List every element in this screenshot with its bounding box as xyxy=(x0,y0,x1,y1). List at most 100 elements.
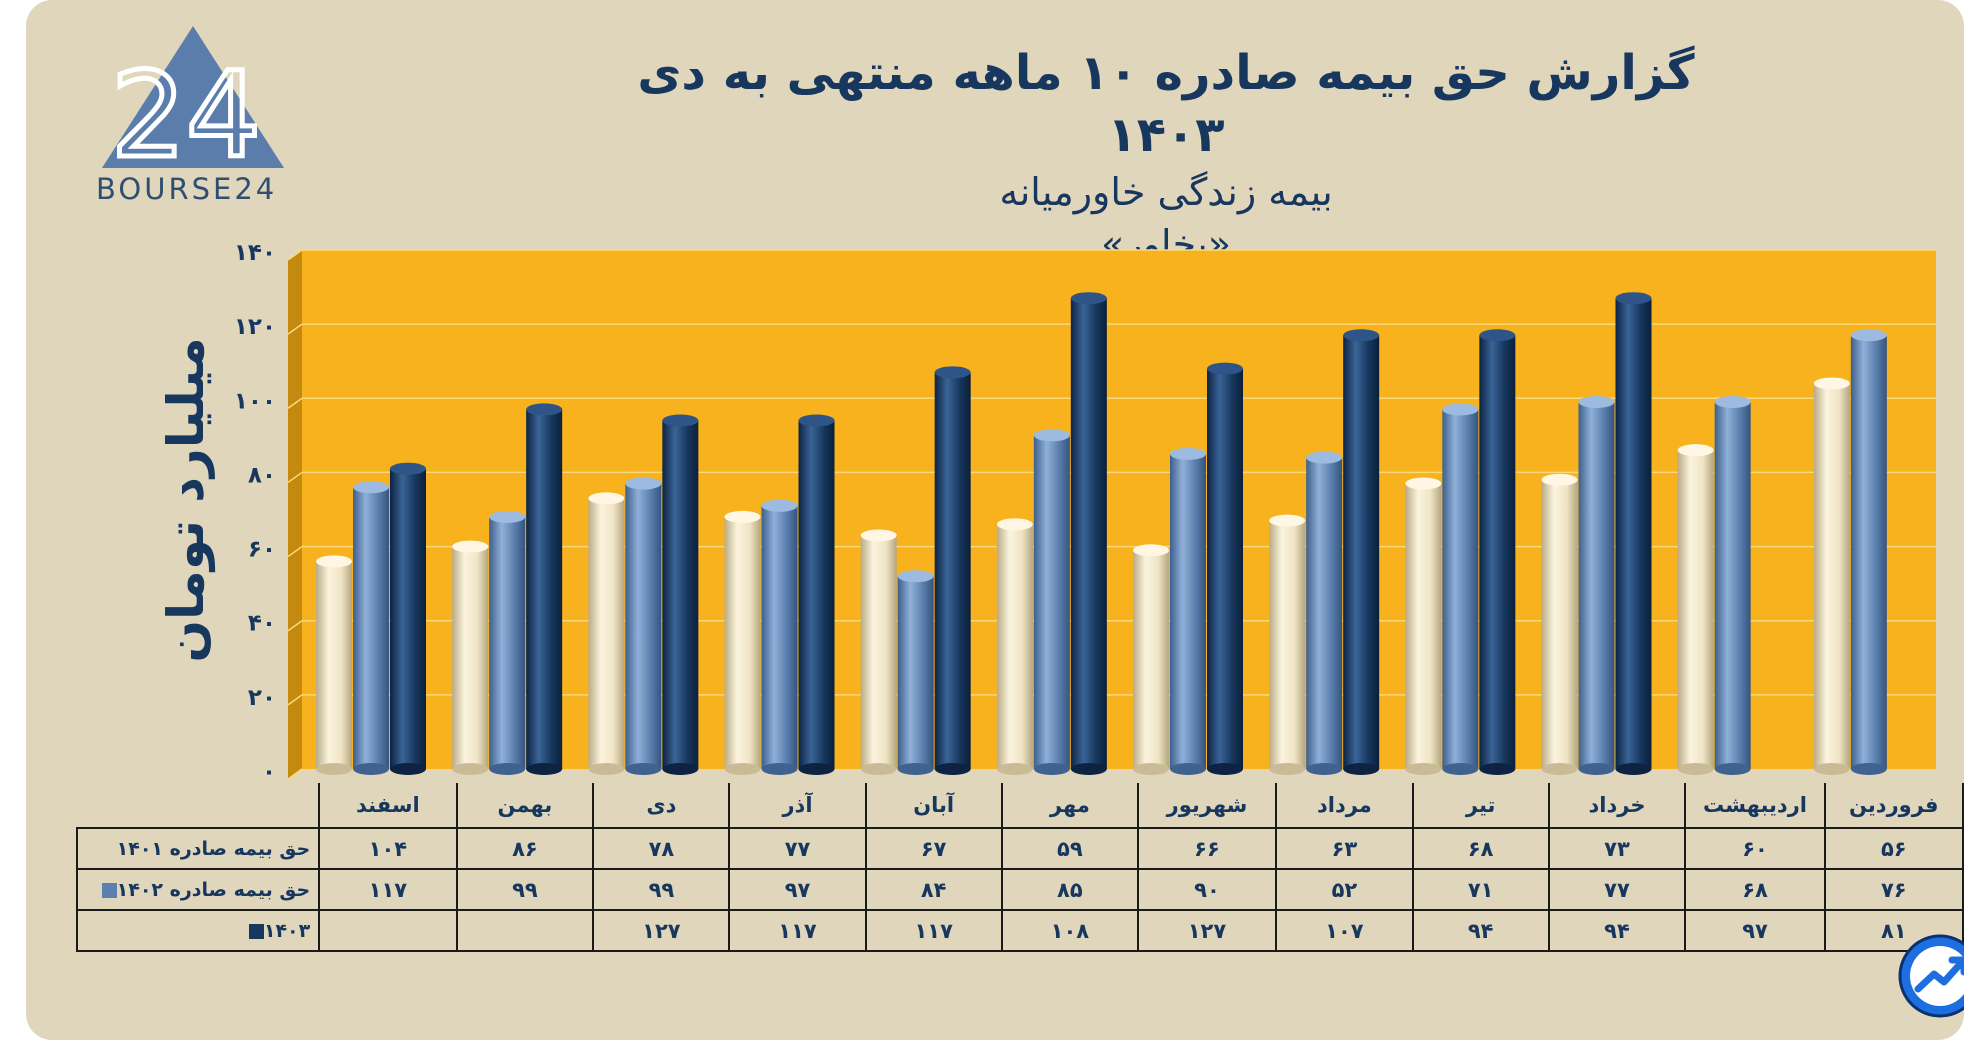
bar-body xyxy=(1306,457,1343,769)
bar-base xyxy=(860,763,897,775)
bar xyxy=(1541,473,1578,775)
bar-base xyxy=(1405,763,1442,775)
bar-body xyxy=(452,546,489,769)
y-tick-label: ۶۰ xyxy=(248,537,276,563)
bar-base xyxy=(1479,763,1516,775)
bar xyxy=(1405,477,1442,775)
bar-body xyxy=(353,487,389,769)
table-cell: ۹۴ xyxy=(1547,909,1687,952)
table-cell: ۱۱۷ xyxy=(318,868,458,911)
table-month-header: آذر xyxy=(728,783,867,829)
bar-cap xyxy=(390,462,426,475)
bar-base xyxy=(316,763,352,775)
table-month-header: فروردین xyxy=(1823,783,1964,829)
bar-base xyxy=(1615,763,1652,775)
bar xyxy=(1133,544,1169,775)
bar-base xyxy=(625,763,662,775)
table-cell: ۷۷ xyxy=(728,827,867,870)
logo-mark: 24 xyxy=(111,46,261,184)
bar-base xyxy=(588,763,625,775)
bar-cap xyxy=(1479,329,1516,342)
table-month-header: مرداد xyxy=(1274,783,1414,829)
table-month-header: خرداد xyxy=(1547,783,1687,829)
gridline-side xyxy=(287,471,303,484)
table-cell: ۷۱ xyxy=(1411,868,1550,911)
bar-body xyxy=(1479,335,1516,769)
bar-body xyxy=(1269,520,1306,769)
table-row: ۵۶ ۶۰ ۷۳ ۶۸ ۶۳ ۶۶ ۵۹ ۶۷ ۷۷ ۷۸ ۸۶ ۱۰۴ حق بیمه صادره ۱… xyxy=(75,827,1964,870)
bar xyxy=(1033,429,1070,775)
bar xyxy=(897,570,934,775)
bar-cap xyxy=(724,510,761,523)
y-tick-label: ۱۲۰ xyxy=(234,314,276,340)
bar-body xyxy=(1677,450,1714,769)
table-cell: ۱۰۴ xyxy=(318,827,458,870)
bar-body xyxy=(1133,550,1169,769)
table-cell: ۶۶ xyxy=(1136,827,1277,870)
bar-chart: ۰ ۲۰ ۴۰ ۶۰ ۸۰ ۱۰۰ ۱۲۰ ۱۴۰ xyxy=(234,240,1936,785)
bar-cap xyxy=(1343,329,1380,342)
bar xyxy=(1306,451,1343,775)
table-cell: ۹۰ xyxy=(1136,868,1277,911)
bar-cap xyxy=(1850,329,1887,342)
bar-base xyxy=(1442,763,1479,775)
bar xyxy=(798,414,835,775)
table-cell: ۵۹ xyxy=(1000,827,1139,870)
bar xyxy=(1479,329,1516,775)
bar-cap xyxy=(1207,362,1243,375)
bar-base xyxy=(390,763,426,775)
bar-body xyxy=(1170,453,1206,769)
bar-cap xyxy=(1405,477,1442,490)
bar-base xyxy=(1170,763,1206,775)
bar-body xyxy=(489,516,526,769)
bar-cap xyxy=(1269,514,1306,527)
bar-base xyxy=(452,763,489,775)
bar-body xyxy=(1207,368,1243,769)
bar-base xyxy=(489,763,526,775)
table-cell: ۹۹ xyxy=(592,868,731,911)
table-cell: ۹۹ xyxy=(455,868,595,911)
legend-swatch xyxy=(101,882,117,898)
table-row: ۸۱ ۹۷ ۹۴ ۹۴ ۱۰۷ ۱۲۷ ۱۰۸ ۱۱۷ ۱۱۷ ۱۲۷ ۱۴۰۳ xyxy=(75,909,1964,952)
bar-base xyxy=(1207,763,1243,775)
bar-body xyxy=(761,505,798,769)
bar-body xyxy=(897,576,934,769)
chart-subtitle: بیمه زندگی خاورمیانه xyxy=(999,170,1333,214)
bar-body xyxy=(625,483,662,769)
table-corner xyxy=(77,783,319,828)
bar-base xyxy=(1850,763,1887,775)
y-tick-label: ۱۴۰ xyxy=(234,240,276,266)
bar-body xyxy=(1442,409,1479,769)
bar-cap xyxy=(625,477,662,490)
data-table: فروردین اردیبهشت خرداد تیر مرداد شهریور مهر آبا… xyxy=(75,783,1964,952)
bar-base xyxy=(662,763,699,775)
bar-cap xyxy=(316,555,352,568)
trend-badge-icon xyxy=(1898,934,1964,1018)
bar-body xyxy=(1813,383,1850,769)
bar-cap xyxy=(588,492,625,505)
bar xyxy=(353,481,389,775)
bar-body xyxy=(798,420,835,769)
bar xyxy=(934,366,971,775)
bar-body xyxy=(1343,335,1380,769)
bar-base xyxy=(1541,763,1578,775)
bar-body xyxy=(1615,298,1652,769)
gridline-side xyxy=(287,323,303,335)
table-cell: ۶۰ xyxy=(1684,827,1826,870)
bar-body xyxy=(934,372,971,769)
table-cell: ۷۶ xyxy=(1823,868,1964,911)
table-cell: ۵۶ xyxy=(1823,827,1964,870)
table-cell: ۹۷ xyxy=(1684,909,1826,952)
bar-cap xyxy=(798,414,835,427)
bar xyxy=(860,529,897,775)
table-month-header: تیر xyxy=(1411,783,1550,829)
bar xyxy=(1578,395,1615,775)
bourse24-logo-icon: 24 xyxy=(102,26,284,187)
table-cell: ۸۵ xyxy=(1000,868,1139,911)
chart-title: گزارش حق بیمه صادره ۱۰ ماهه منتهی به دی … xyxy=(637,45,1695,163)
table-cell: ۹۴ xyxy=(1411,909,1550,952)
table-cell: ۶۸ xyxy=(1684,868,1826,911)
bar xyxy=(390,462,426,775)
bar-cap xyxy=(761,499,798,512)
table-month-header: مهر xyxy=(1000,783,1139,829)
